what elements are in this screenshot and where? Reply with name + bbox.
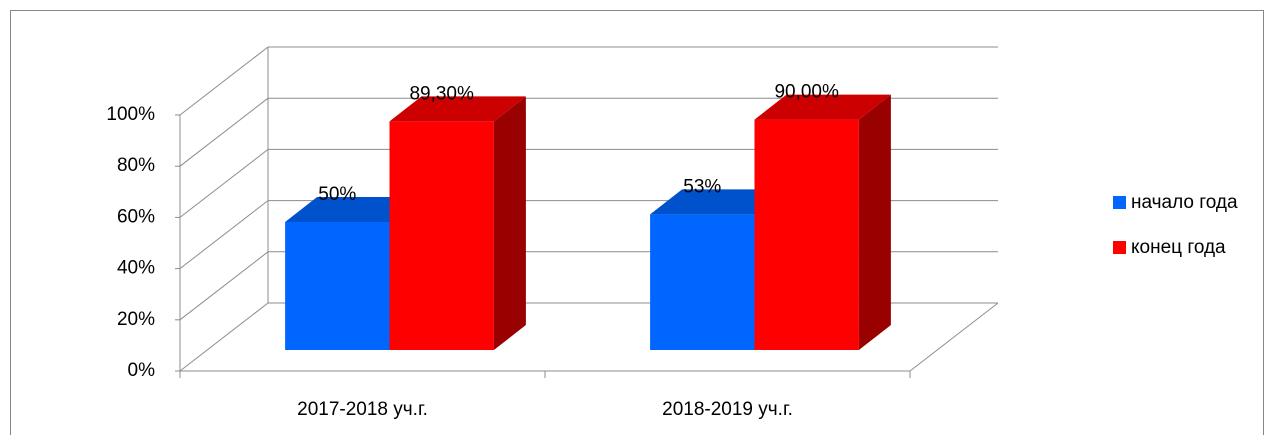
y-tick-label: 20% bbox=[117, 309, 155, 330]
data-label: 89,30% bbox=[409, 83, 474, 104]
y-tick-label: 80% bbox=[117, 155, 155, 176]
grid-line bbox=[179, 149, 269, 218]
y-tick-label: 60% bbox=[117, 206, 155, 227]
x-tick-label: 2017-2018 уч.г. bbox=[297, 399, 428, 420]
y-tick-label: 0% bbox=[128, 360, 156, 381]
y-tick-label: 100% bbox=[106, 104, 155, 125]
bar-top bbox=[650, 189, 787, 215]
legend-label: начало года bbox=[1131, 192, 1238, 213]
chart-border bbox=[10, 10, 1264, 435]
grid-line bbox=[179, 200, 269, 269]
grid-line bbox=[179, 251, 269, 321]
grid-line bbox=[179, 46, 269, 116]
bar-front bbox=[650, 214, 755, 350]
legend-label: конец года bbox=[1131, 237, 1226, 258]
y-tick-label: 40% bbox=[117, 258, 155, 279]
bar-front bbox=[754, 119, 859, 350]
data-label: 50% bbox=[318, 184, 356, 205]
legend-swatch bbox=[1113, 241, 1126, 254]
x-tick-label: 2018-2019 уч.г. bbox=[662, 399, 793, 420]
grid-line bbox=[179, 302, 269, 372]
bar-top bbox=[754, 94, 891, 120]
grid-line bbox=[179, 97, 269, 167]
bar-front bbox=[389, 121, 494, 350]
bar-top bbox=[285, 197, 422, 222]
data-label: 53% bbox=[683, 176, 721, 197]
bar-side bbox=[493, 96, 526, 350]
bar-side bbox=[858, 94, 891, 350]
legend-swatch bbox=[1113, 196, 1126, 209]
bar-front bbox=[285, 222, 390, 350]
data-label: 90,00% bbox=[774, 82, 839, 103]
bar-top bbox=[389, 96, 526, 122]
axis-line bbox=[909, 302, 999, 372]
